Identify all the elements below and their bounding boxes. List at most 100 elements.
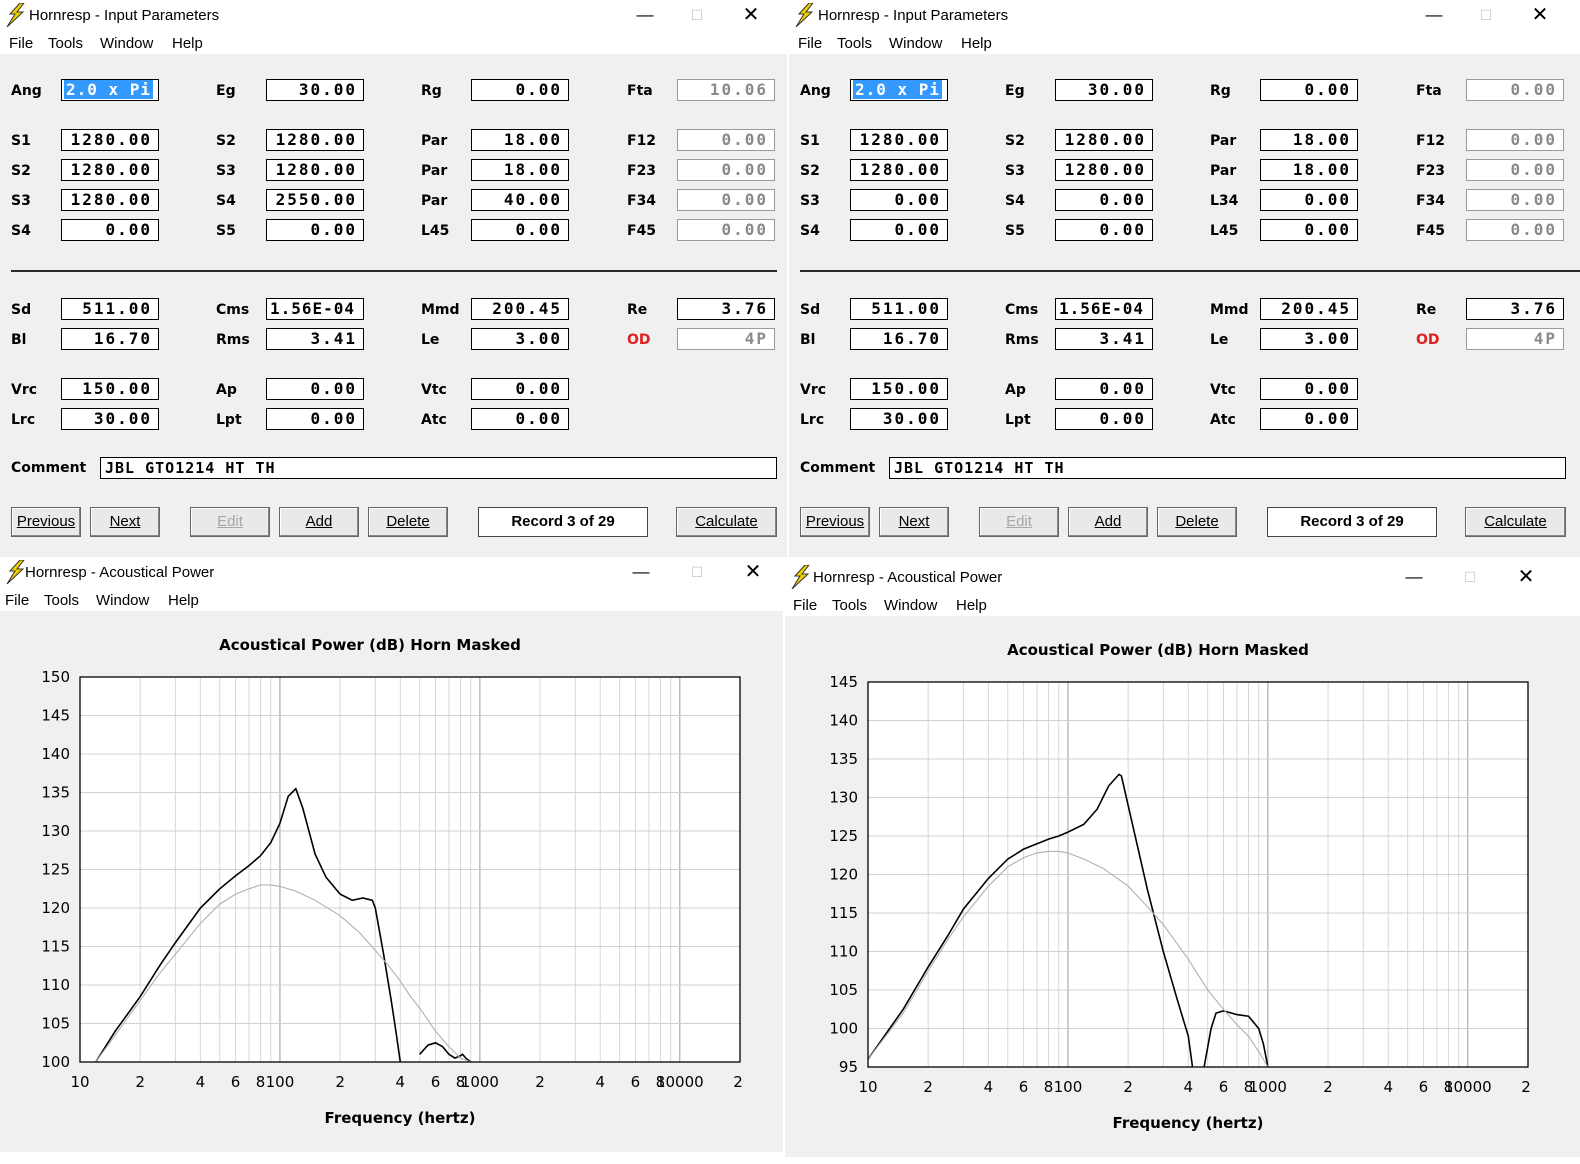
close-button[interactable]: ✕: [1517, 566, 1535, 588]
maximize-button[interactable]: ☐: [690, 564, 704, 580]
param-field-fta[interactable]: 0.00: [1466, 79, 1564, 101]
param-field-par[interactable]: 18.00: [471, 159, 569, 181]
comment-field[interactable]: JBL GTO1214 HT TH: [889, 457, 1566, 479]
close-button[interactable]: ✕: [1531, 4, 1549, 26]
param-field-s2[interactable]: 1280.00: [1055, 129, 1153, 151]
menu-tools[interactable]: Tools: [44, 592, 80, 609]
menu-tools[interactable]: Tools: [48, 35, 84, 52]
minimize-button[interactable]: —: [632, 562, 650, 581]
menu-window[interactable]: Window: [889, 35, 943, 52]
param-field-s3[interactable]: 1280.00: [61, 189, 159, 211]
param-field-f34[interactable]: 0.00: [1466, 189, 1564, 211]
param-field-f45[interactable]: 0.00: [677, 219, 775, 241]
menu-file[interactable]: File: [793, 597, 818, 614]
param-field-s3[interactable]: 0.00: [850, 189, 948, 211]
param-field-f23[interactable]: 0.00: [677, 159, 775, 181]
minimize-button[interactable]: —: [1425, 5, 1443, 24]
delete-button[interactable]: Delete: [1157, 507, 1237, 537]
param-field-ang[interactable]: 2.0 x Pi: [850, 79, 948, 101]
param-field-od[interactable]: 4P: [677, 328, 775, 350]
previous-button[interactable]: Previous: [11, 507, 81, 537]
param-field-bl[interactable]: 16.70: [61, 328, 159, 350]
minimize-button[interactable]: —: [636, 5, 654, 24]
menu-help[interactable]: Help: [961, 35, 992, 52]
edit-button[interactable]: Edit: [979, 507, 1059, 537]
param-field-lpt[interactable]: 0.00: [1055, 408, 1153, 430]
param-field-le[interactable]: 3.00: [1260, 328, 1358, 350]
param-field-sd[interactable]: 511.00: [61, 298, 159, 320]
param-field-f23[interactable]: 0.00: [1466, 159, 1564, 181]
param-field-vrc[interactable]: 150.00: [850, 378, 948, 400]
maximize-button[interactable]: ☐: [690, 7, 704, 23]
param-field-lrc[interactable]: 30.00: [61, 408, 159, 430]
param-field-s1[interactable]: 1280.00: [850, 129, 948, 151]
edit-button[interactable]: Edit: [190, 507, 270, 537]
param-field-par[interactable]: 18.00: [1260, 129, 1358, 151]
param-field-cms[interactable]: 1.56E-04: [1055, 298, 1153, 320]
param-field-s1[interactable]: 1280.00: [61, 129, 159, 151]
param-field-f45[interactable]: 0.00: [1466, 219, 1564, 241]
previous-button[interactable]: Previous: [800, 507, 870, 537]
param-field-lrc[interactable]: 30.00: [850, 408, 948, 430]
menu-help[interactable]: Help: [168, 592, 199, 609]
add-button[interactable]: Add: [1068, 507, 1148, 537]
param-field-rg[interactable]: 0.00: [471, 79, 569, 101]
param-field-eg[interactable]: 30.00: [266, 79, 364, 101]
param-field-rms[interactable]: 3.41: [266, 328, 364, 350]
param-field-re[interactable]: 3.76: [677, 298, 775, 320]
param-field-s2[interactable]: 1280.00: [266, 129, 364, 151]
maximize-button[interactable]: ☐: [1479, 7, 1493, 23]
param-field-cms[interactable]: 1.56E-04: [266, 298, 364, 320]
param-field-s4[interactable]: 0.00: [1055, 189, 1153, 211]
param-field-l45[interactable]: 0.00: [471, 219, 569, 241]
close-button[interactable]: ✕: [744, 561, 762, 583]
menu-tools[interactable]: Tools: [832, 597, 868, 614]
param-field-sd[interactable]: 511.00: [850, 298, 948, 320]
param-field-re[interactable]: 3.76: [1466, 298, 1564, 320]
menu-file[interactable]: File: [798, 35, 823, 52]
param-field-s5[interactable]: 0.00: [1055, 219, 1153, 241]
param-field-f12[interactable]: 0.00: [1466, 129, 1564, 151]
param-field-ap[interactable]: 0.00: [266, 378, 364, 400]
param-field-rms[interactable]: 3.41: [1055, 328, 1153, 350]
comment-field[interactable]: JBL GTO1214 HT TH: [100, 457, 777, 479]
close-button[interactable]: ✕: [742, 4, 760, 26]
param-field-vrc[interactable]: 150.00: [61, 378, 159, 400]
param-field-s4[interactable]: 2550.00: [266, 189, 364, 211]
param-field-le[interactable]: 3.00: [471, 328, 569, 350]
menu-file[interactable]: File: [9, 35, 34, 52]
add-button[interactable]: Add: [279, 507, 359, 537]
param-field-mmd[interactable]: 200.45: [1260, 298, 1358, 320]
param-field-par[interactable]: 18.00: [471, 129, 569, 151]
param-field-l45[interactable]: 0.00: [1260, 219, 1358, 241]
param-field-s4[interactable]: 0.00: [850, 219, 948, 241]
minimize-button[interactable]: —: [1405, 567, 1423, 586]
param-field-s3[interactable]: 1280.00: [266, 159, 364, 181]
param-field-lpt[interactable]: 0.00: [266, 408, 364, 430]
menu-window[interactable]: Window: [96, 592, 150, 609]
param-field-s4[interactable]: 0.00: [61, 219, 159, 241]
menu-window[interactable]: Window: [100, 35, 154, 52]
param-field-od[interactable]: 4P: [1466, 328, 1564, 350]
param-field-atc[interactable]: 0.00: [1260, 408, 1358, 430]
param-field-vtc[interactable]: 0.00: [471, 378, 569, 400]
menu-help[interactable]: Help: [172, 35, 203, 52]
param-field-atc[interactable]: 0.00: [471, 408, 569, 430]
next-button[interactable]: Next: [879, 507, 949, 537]
menu-window[interactable]: Window: [884, 597, 938, 614]
delete-button[interactable]: Delete: [368, 507, 448, 537]
param-field-f12[interactable]: 0.00: [677, 129, 775, 151]
param-field-bl[interactable]: 16.70: [850, 328, 948, 350]
param-field-ap[interactable]: 0.00: [1055, 378, 1153, 400]
param-field-rg[interactable]: 0.00: [1260, 79, 1358, 101]
param-field-ang[interactable]: 2.0 x Pi: [61, 79, 159, 101]
param-field-mmd[interactable]: 200.45: [471, 298, 569, 320]
next-button[interactable]: Next: [90, 507, 160, 537]
param-field-par[interactable]: 40.00: [471, 189, 569, 211]
param-field-s5[interactable]: 0.00: [266, 219, 364, 241]
calculate-button[interactable]: Calculate: [676, 507, 777, 537]
param-field-s2[interactable]: 1280.00: [61, 159, 159, 181]
param-field-vtc[interactable]: 0.00: [1260, 378, 1358, 400]
param-field-l34[interactable]: 0.00: [1260, 189, 1358, 211]
menu-tools[interactable]: Tools: [837, 35, 873, 52]
